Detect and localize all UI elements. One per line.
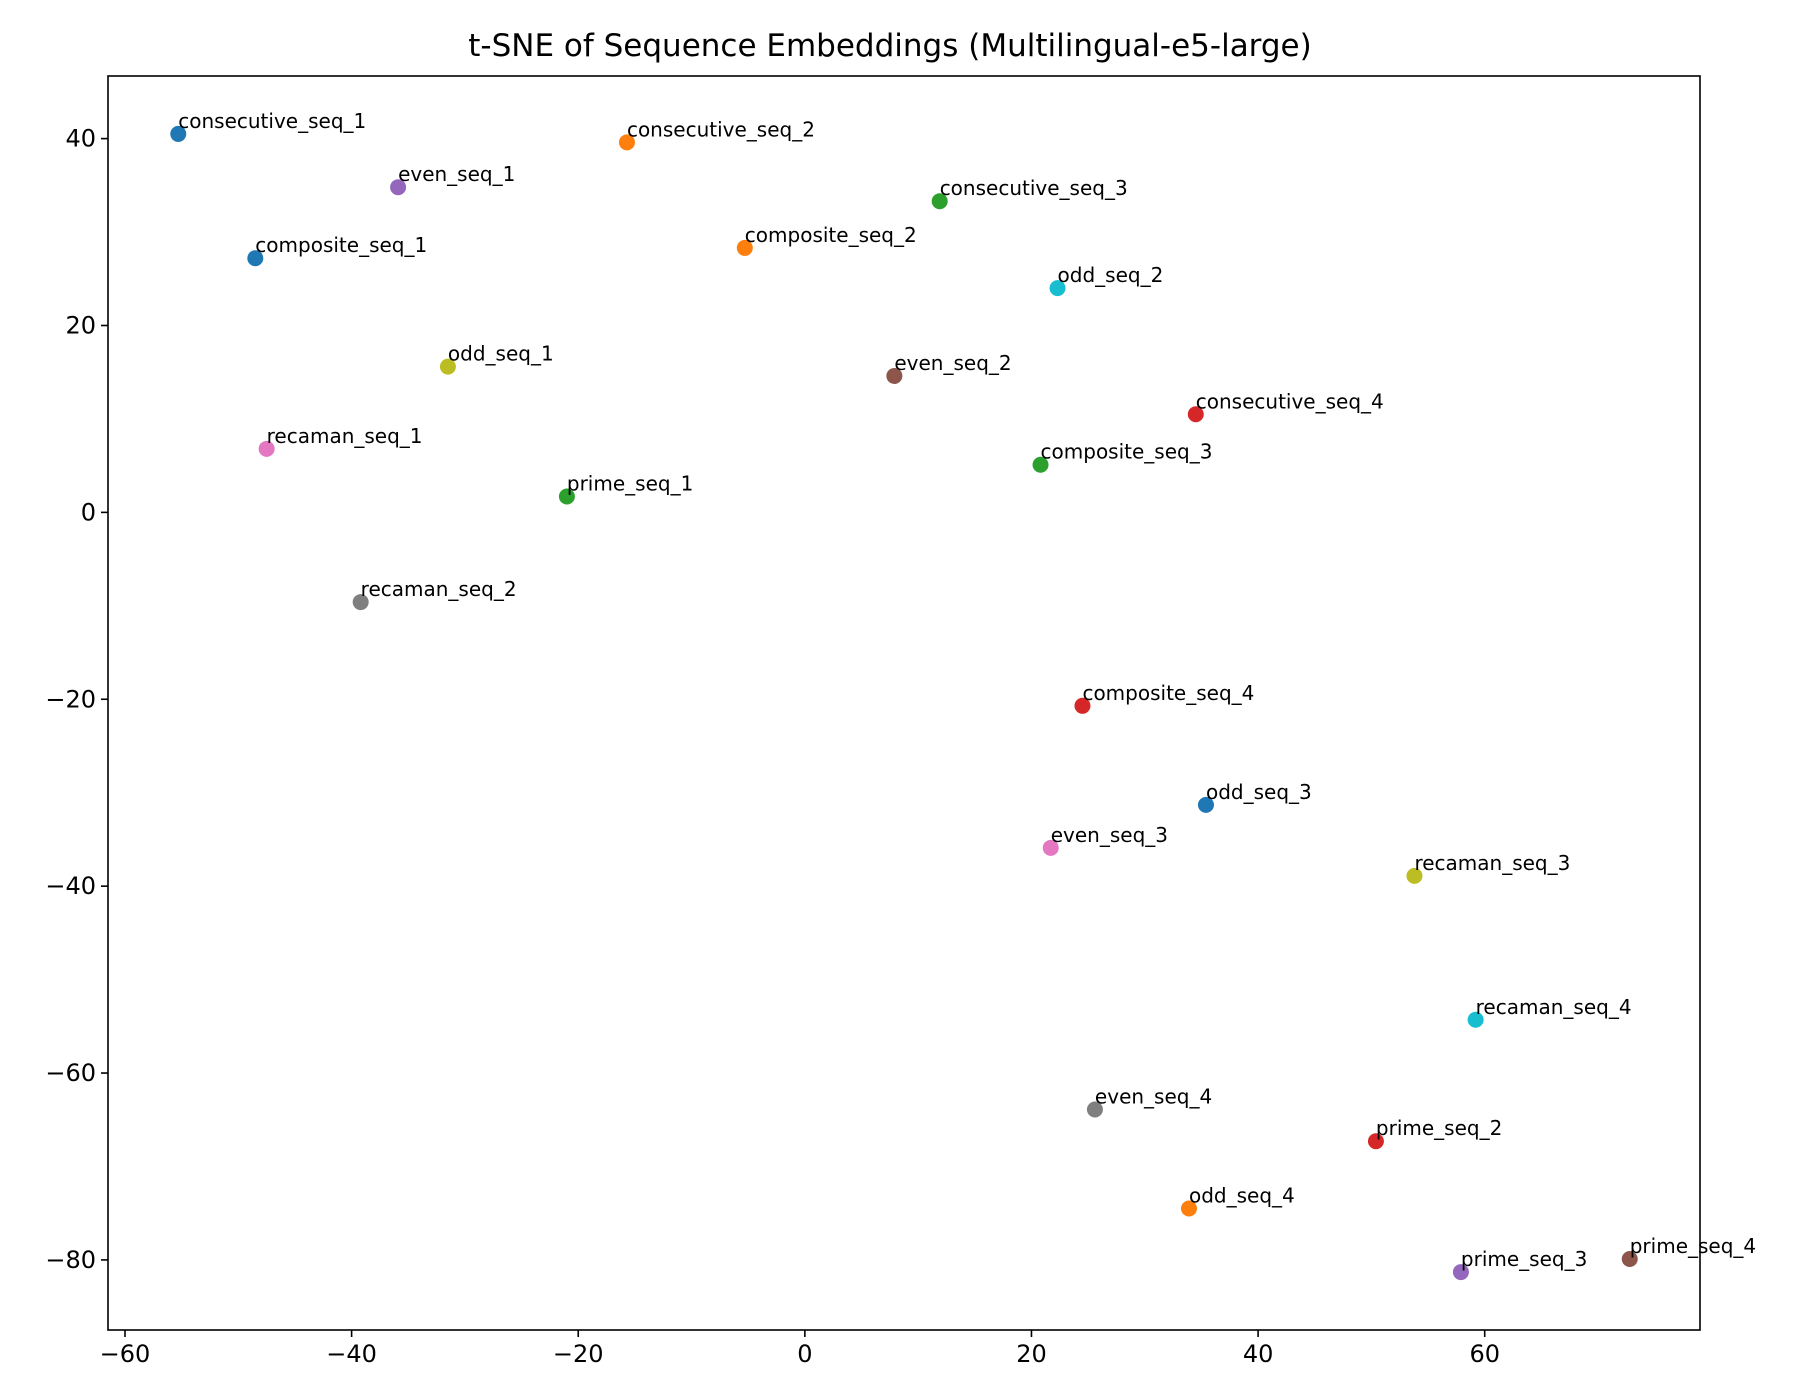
point-label: consecutive_seq_2 bbox=[627, 117, 815, 141]
x-axis: −60 −40 −20 0 20 40 60 bbox=[100, 1330, 1500, 1368]
point-label: prime_seq_1 bbox=[567, 471, 693, 495]
y-tick-label: 0 bbox=[81, 498, 96, 526]
scatter-points bbox=[170, 126, 1637, 1280]
point-label: consecutive_seq_4 bbox=[1196, 389, 1384, 413]
chart-title: t-SNE of Sequence Embeddings (Multilingu… bbox=[468, 28, 1311, 64]
y-tick-label: −40 bbox=[45, 872, 96, 900]
x-tick-label: 0 bbox=[797, 1340, 812, 1368]
point-label: even_seq_1 bbox=[398, 162, 515, 186]
point-label: recaman_seq_4 bbox=[1476, 995, 1632, 1019]
point-label: recaman_seq_3 bbox=[1414, 851, 1570, 875]
point-label: even_seq_3 bbox=[1051, 823, 1168, 847]
point-label: composite_seq_1 bbox=[255, 233, 427, 257]
point-label: recaman_seq_2 bbox=[361, 577, 517, 601]
y-tick-label: −80 bbox=[45, 1246, 96, 1274]
plot-frame bbox=[108, 76, 1700, 1330]
point-label: consecutive_seq_3 bbox=[940, 176, 1128, 200]
point-label: odd_seq_3 bbox=[1206, 780, 1312, 804]
point-labels: consecutive_seq_1 consecutive_seq_2 even_s… bbox=[178, 109, 1756, 1271]
x-tick-label: −40 bbox=[326, 1340, 377, 1368]
point-label: odd_seq_1 bbox=[448, 342, 554, 366]
x-tick-label: 20 bbox=[1016, 1340, 1047, 1368]
x-tick-label: 40 bbox=[1243, 1340, 1274, 1368]
point-label: even_seq_2 bbox=[894, 351, 1011, 375]
point-label: odd_seq_2 bbox=[1058, 263, 1164, 287]
y-tick-label: −60 bbox=[45, 1059, 96, 1087]
x-tick-label: 60 bbox=[1469, 1340, 1500, 1368]
point-label: composite_seq_2 bbox=[745, 223, 917, 247]
y-tick-label: 40 bbox=[65, 125, 96, 153]
x-tick-label: −20 bbox=[553, 1340, 604, 1368]
point-label: prime_seq_2 bbox=[1376, 1116, 1502, 1140]
point-label: prime_seq_3 bbox=[1461, 1247, 1587, 1271]
y-tick-label: 20 bbox=[65, 311, 96, 339]
point-label: consecutive_seq_1 bbox=[178, 109, 366, 133]
point-label: recaman_seq_1 bbox=[267, 424, 423, 448]
point-label: even_seq_4 bbox=[1095, 1084, 1212, 1108]
y-tick-label: −20 bbox=[45, 685, 96, 713]
point-label: odd_seq_4 bbox=[1189, 1184, 1295, 1208]
x-tick-label: −60 bbox=[100, 1340, 151, 1368]
point-label: prime_seq_4 bbox=[1630, 1234, 1756, 1258]
point-label: composite_seq_4 bbox=[1082, 681, 1254, 705]
point-label: composite_seq_3 bbox=[1041, 440, 1213, 464]
y-axis: 40 20 0 −20 −40 −60 −80 bbox=[45, 125, 108, 1274]
